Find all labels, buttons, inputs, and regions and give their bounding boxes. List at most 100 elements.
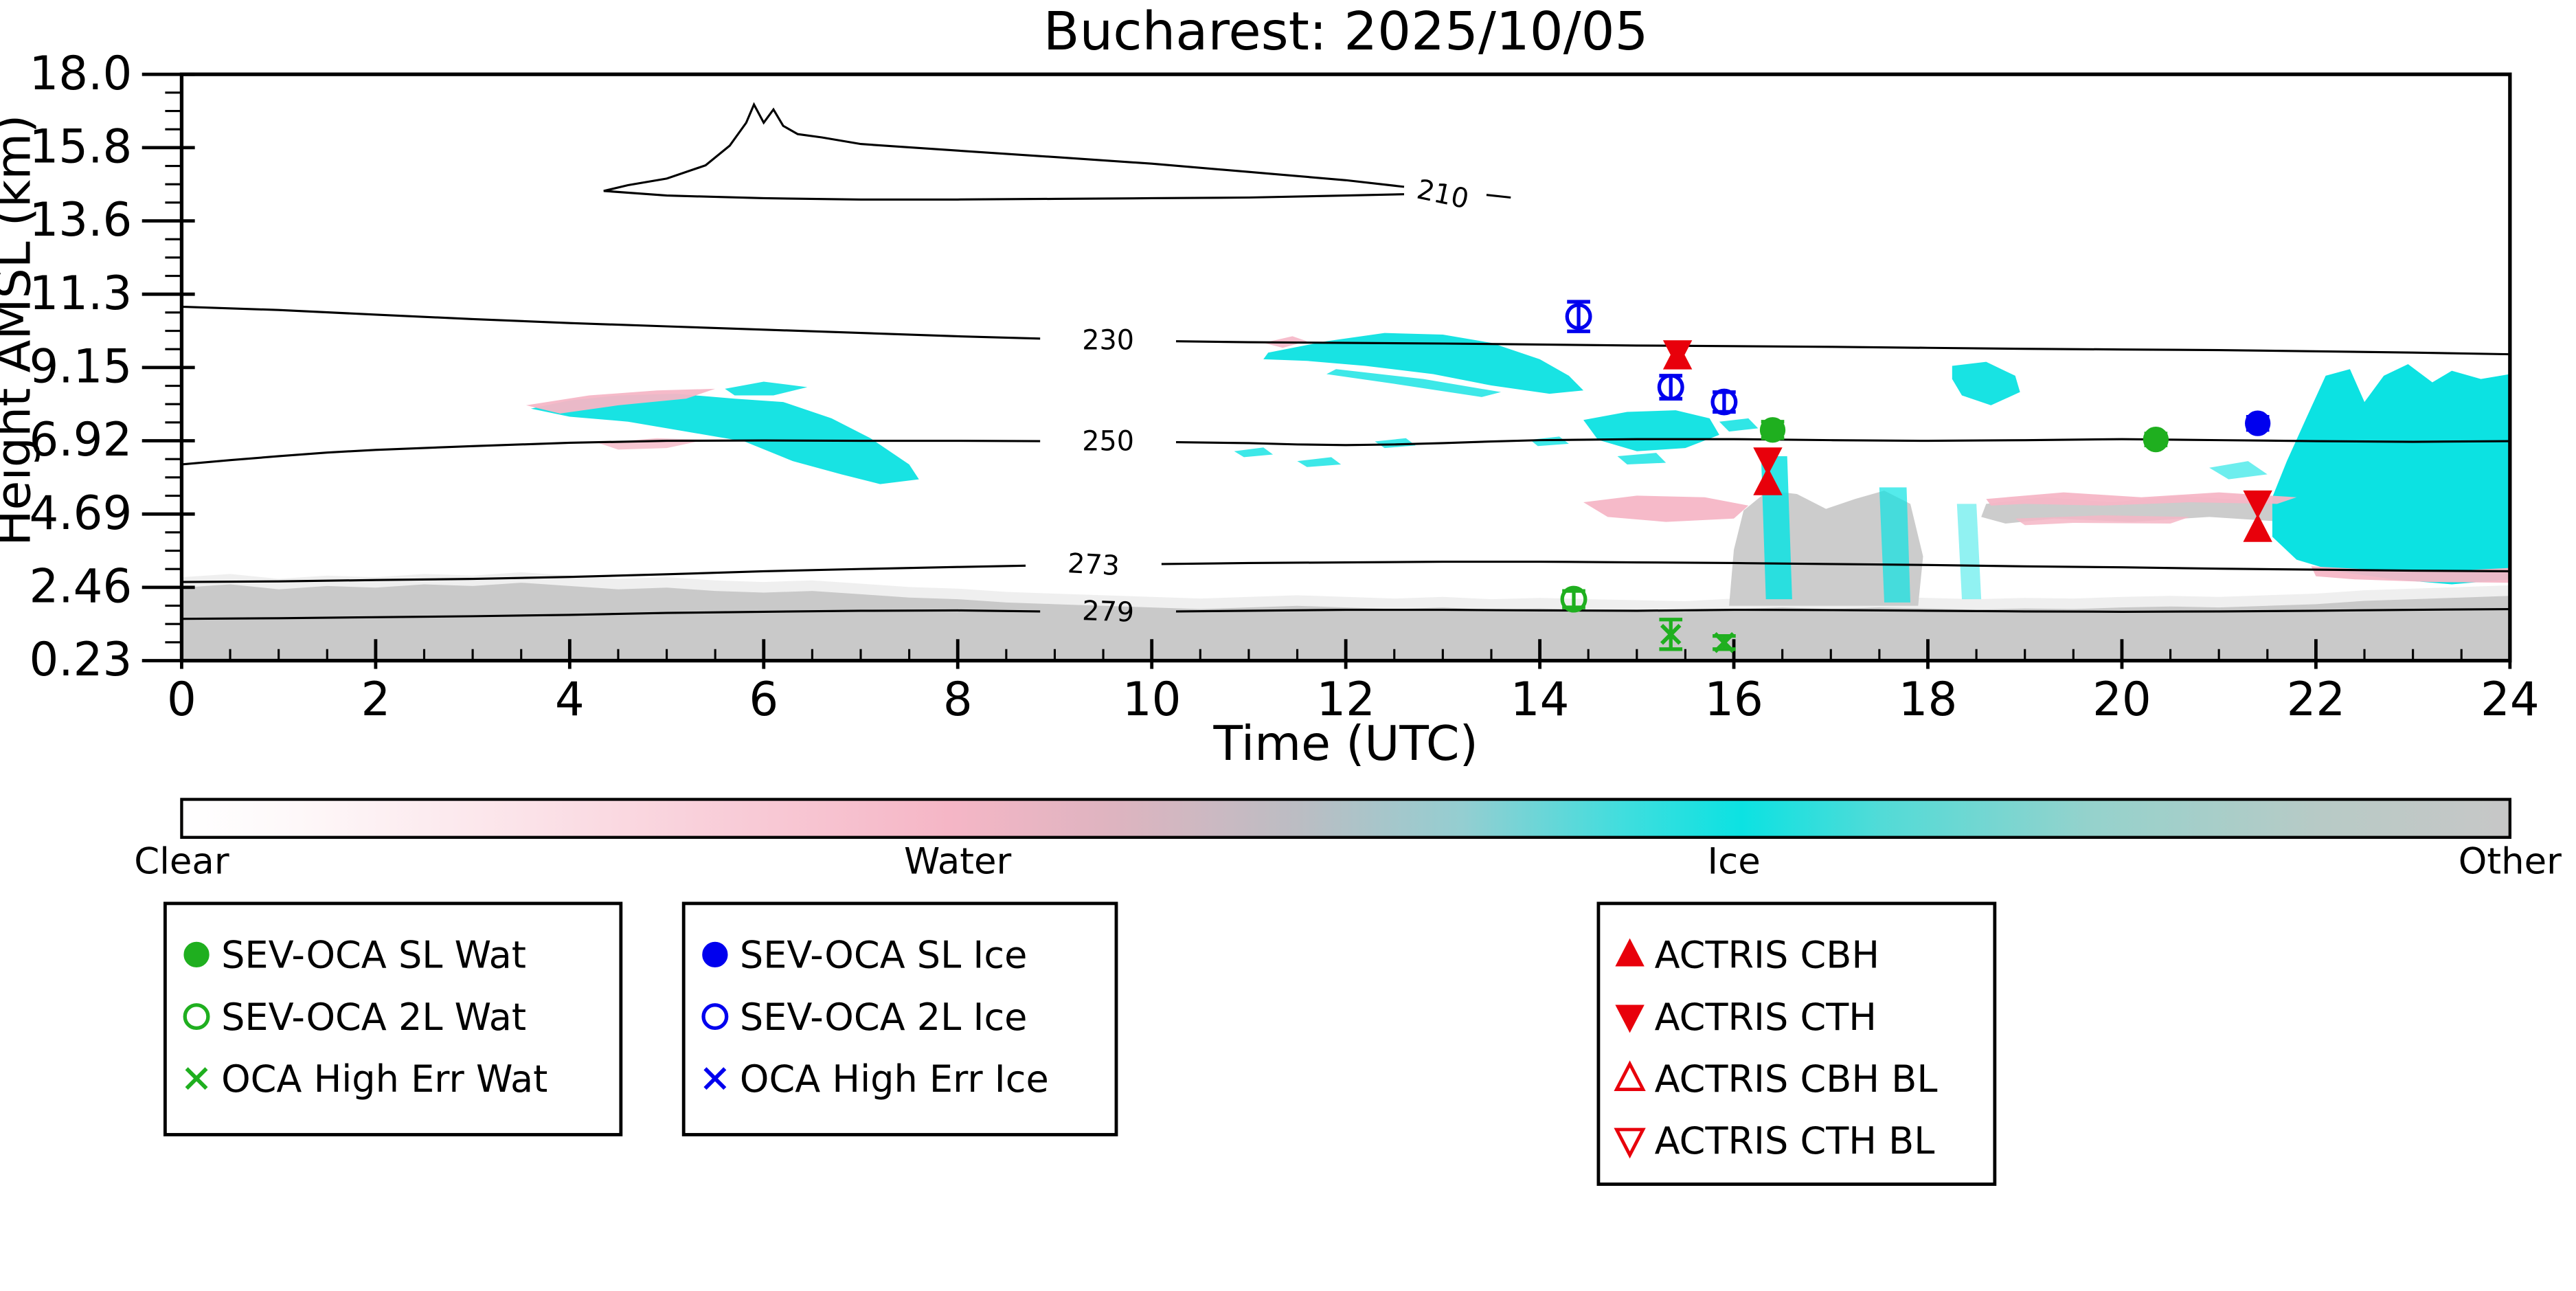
cloud-region-other-fuzz [181, 572, 2510, 661]
legend-label-actris-cbh-bl: ACTRIS CBH BL [1655, 1057, 1938, 1101]
axes: 0 2 4 6 8 10 12 14 16 18 20 22 240.232.464.696.929.1… [29, 47, 2539, 726]
marker-actris-cbh [1753, 467, 1783, 495]
cloud-region-water [526, 388, 716, 414]
legend-label-sev-oca-sl-wat: SEV-OCA SL Wat [221, 934, 526, 977]
cloud-region-ice [1952, 361, 2020, 405]
contour-line-230 [1175, 340, 2510, 356]
legend-marker-sev-oca-2l-ice [701, 1003, 729, 1031]
series-sev-oca-2l-ice [1565, 300, 1738, 416]
legend-label-actris-cth: ACTRIS CTH [1655, 996, 1877, 1039]
legend-label-oca-high-err-ice: OCA High Err Ice [740, 1057, 1049, 1101]
chart-title: Bucharest: 2025/10/05 [1043, 1, 1649, 63]
x-tick-label: 10 [1122, 673, 1182, 726]
colorbar-label-clear: Clear [134, 841, 229, 883]
x-tick-label: 16 [1704, 673, 1763, 726]
marker-sev-oca-2l-ice [1565, 303, 1592, 330]
marker-sev-oca-sl-wat [2143, 426, 2169, 453]
data-markers [1560, 300, 2272, 653]
contour-label-279: 279 [1081, 595, 1134, 629]
series-sev-oca-2l-wat [1560, 585, 1588, 613]
x-tick-label: 22 [2287, 673, 2346, 726]
series-actris-cbh [1662, 341, 2272, 542]
contour-label-250: 250 [1082, 426, 1134, 458]
legend-marker-actris-cth [1615, 1004, 1645, 1033]
colorbar-gradient [180, 798, 2512, 839]
x-tick-label: 12 [1316, 673, 1375, 726]
cloud-region-ice [1879, 487, 1911, 603]
colorbar-label-ice: Ice [1708, 841, 1761, 883]
cloud-region-ice [1326, 369, 1502, 397]
y-tick-label: 2.46 [29, 560, 132, 614]
legend-label-actris-cbh: ACTRIS CBH [1655, 934, 1879, 977]
marker-actris-cth [2243, 490, 2272, 519]
marker-oca-high-err-wat [1713, 631, 1735, 653]
plot-frame [179, 72, 2512, 663]
y-tick-label: 15.8 [29, 120, 132, 173]
legend-marker-oca-high-err-ice [703, 1067, 727, 1090]
legend-label-sev-oca-sl-ice: SEV-OCA SL Ice [740, 934, 1027, 977]
x-tick-label: 24 [2481, 673, 2540, 726]
legend-marker-actris-cbh-bl [1614, 1060, 1646, 1091]
y-tick-label: 11.3 [29, 267, 132, 320]
marker-sev-oca-sl-wat [1759, 417, 1786, 443]
cloud-region-ice [1234, 447, 1274, 458]
marker-sev-oca-sl-ice [2245, 410, 2271, 436]
series-actris-cth [1662, 340, 2272, 519]
contour-line-230 [181, 305, 1041, 340]
contour-label-210: 210 [1414, 174, 1472, 216]
cloud-region-ice [1719, 418, 1759, 432]
y-tick-label: 9.15 [29, 339, 132, 393]
legend-label-sev-oca-2l-wat: SEV-OCA 2L Wat [221, 996, 526, 1039]
legend-box-actris [1596, 901, 1997, 1186]
marker-actris-cth [1753, 447, 1783, 476]
legend-ice: SEV-OCA SL Ice SEV-OCA 2L Ice OCA High Err… [681, 901, 1118, 1136]
legend-box-water [163, 901, 623, 1136]
marker-actris-cbh [2243, 513, 2272, 542]
cloud-region-ice [1263, 333, 1584, 394]
contour-line-210 [1486, 194, 1511, 199]
series-sev-oca-sl-ice [2245, 410, 2271, 436]
legend-label-oca-high-err-wat: OCA High Err Wat [221, 1057, 547, 1101]
contour-line-250 [181, 439, 1041, 466]
legend-actris: ACTRIS CBH ACTRIS CTH ACTRIS CBH BL ACTRIS … [1596, 901, 1997, 1186]
legend-marker-sev-oca-sl-ice [702, 941, 728, 968]
marker-sev-oca-2l-ice [1710, 388, 1738, 416]
x-tick-label: 14 [1511, 673, 1570, 726]
cloud-region-ice [2272, 364, 2510, 585]
y-tick-label: 4.69 [29, 486, 132, 540]
marker-oca-high-err-wat [1660, 624, 1682, 645]
x-tick-label: 6 [749, 673, 778, 726]
legend-marker-sev-oca-2l-wat [183, 1003, 210, 1031]
x-tick-label: 20 [2092, 673, 2151, 726]
legend-marker-oca-high-err-wat [185, 1067, 208, 1090]
colorbar-label-other: Other [2459, 841, 2562, 883]
contour-line-279 [1176, 607, 2510, 613]
x-tick-label: 0 [167, 673, 196, 726]
cloud-region-water [1583, 495, 1749, 522]
x-tick-label: 8 [943, 673, 973, 726]
colorbar: Clear Water Ice Other [134, 798, 2562, 883]
series-oca-high-err-wat [1659, 618, 1736, 653]
series-sev-oca-sl-wat [1759, 417, 2169, 453]
legend-water: SEV-OCA SL Wat SEV-OCA 2L Wat OCA High Err… [163, 901, 623, 1136]
y-axis-label: Height AMSL (km) [0, 115, 41, 546]
cloud-region-ice [1617, 453, 1667, 464]
cloud-region-ice [1956, 504, 1982, 600]
x-tick-label: 18 [1899, 673, 1958, 726]
x-tick-label: 2 [361, 673, 390, 726]
legend-marker-actris-cth-bl [1614, 1127, 1646, 1159]
legend-label-sev-oca-2l-ice: SEV-OCA 2L Ice [740, 996, 1028, 1039]
marker-sev-oca-2l-wat [1560, 585, 1588, 613]
marker-actris-cth [1662, 340, 1693, 369]
cloud-region-ice [2209, 461, 2268, 480]
contour-line-273 [181, 564, 1026, 583]
legends: SEV-OCA SL Wat SEV-OCA 2L Wat OCA High Err… [163, 901, 1997, 1186]
y-tick-label: 6.92 [29, 413, 132, 467]
y-tick-label: 18.0 [29, 47, 132, 100]
y-tick-label: 13.6 [29, 193, 132, 247]
cloud-region-ice [530, 394, 919, 484]
x-axis-label: Time (UTC) [1212, 716, 1478, 772]
contour-line-210 [603, 102, 1405, 201]
x-tick-label: 4 [555, 673, 585, 726]
